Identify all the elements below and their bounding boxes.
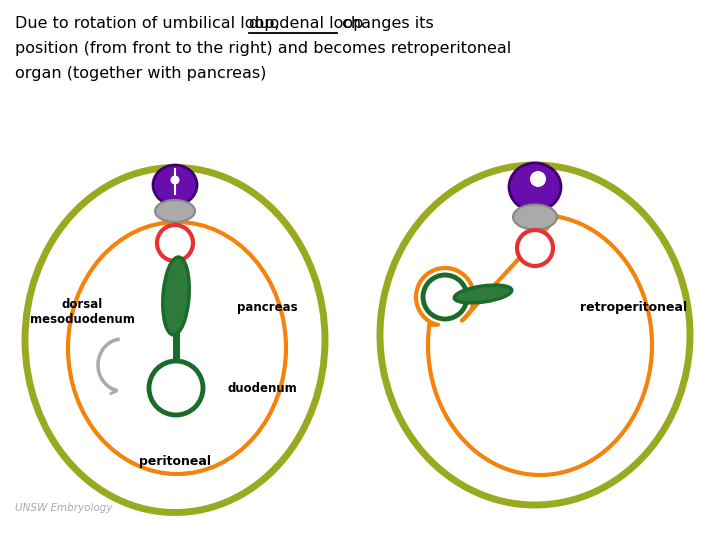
Circle shape	[517, 230, 553, 266]
Text: duodenal loop: duodenal loop	[249, 16, 364, 31]
Ellipse shape	[171, 176, 179, 185]
Text: pancreas: pancreas	[237, 301, 297, 314]
Ellipse shape	[153, 165, 197, 205]
Text: peritoneal: peritoneal	[139, 456, 211, 469]
Text: duodenum: duodenum	[227, 381, 297, 395]
Ellipse shape	[155, 200, 195, 222]
Text: organ (together with pancreas): organ (together with pancreas)	[15, 66, 266, 81]
Circle shape	[157, 225, 193, 261]
Text: dorsal
mesoduodenum: dorsal mesoduodenum	[30, 298, 135, 326]
Ellipse shape	[380, 165, 690, 505]
Ellipse shape	[163, 257, 189, 335]
Ellipse shape	[454, 285, 512, 303]
Circle shape	[149, 361, 203, 415]
Ellipse shape	[25, 167, 325, 512]
Text: UNSW Embryology: UNSW Embryology	[15, 503, 112, 513]
Text: changes its: changes its	[337, 16, 433, 31]
Text: Due to rotation of umbilical loop,: Due to rotation of umbilical loop,	[15, 16, 284, 31]
Ellipse shape	[513, 205, 557, 230]
Text: retroperitoneal: retroperitoneal	[580, 300, 687, 314]
Circle shape	[423, 275, 467, 319]
Ellipse shape	[509, 163, 561, 211]
Text: position (from front to the right) and becomes retroperitoneal: position (from front to the right) and b…	[15, 41, 511, 56]
Circle shape	[530, 171, 546, 187]
